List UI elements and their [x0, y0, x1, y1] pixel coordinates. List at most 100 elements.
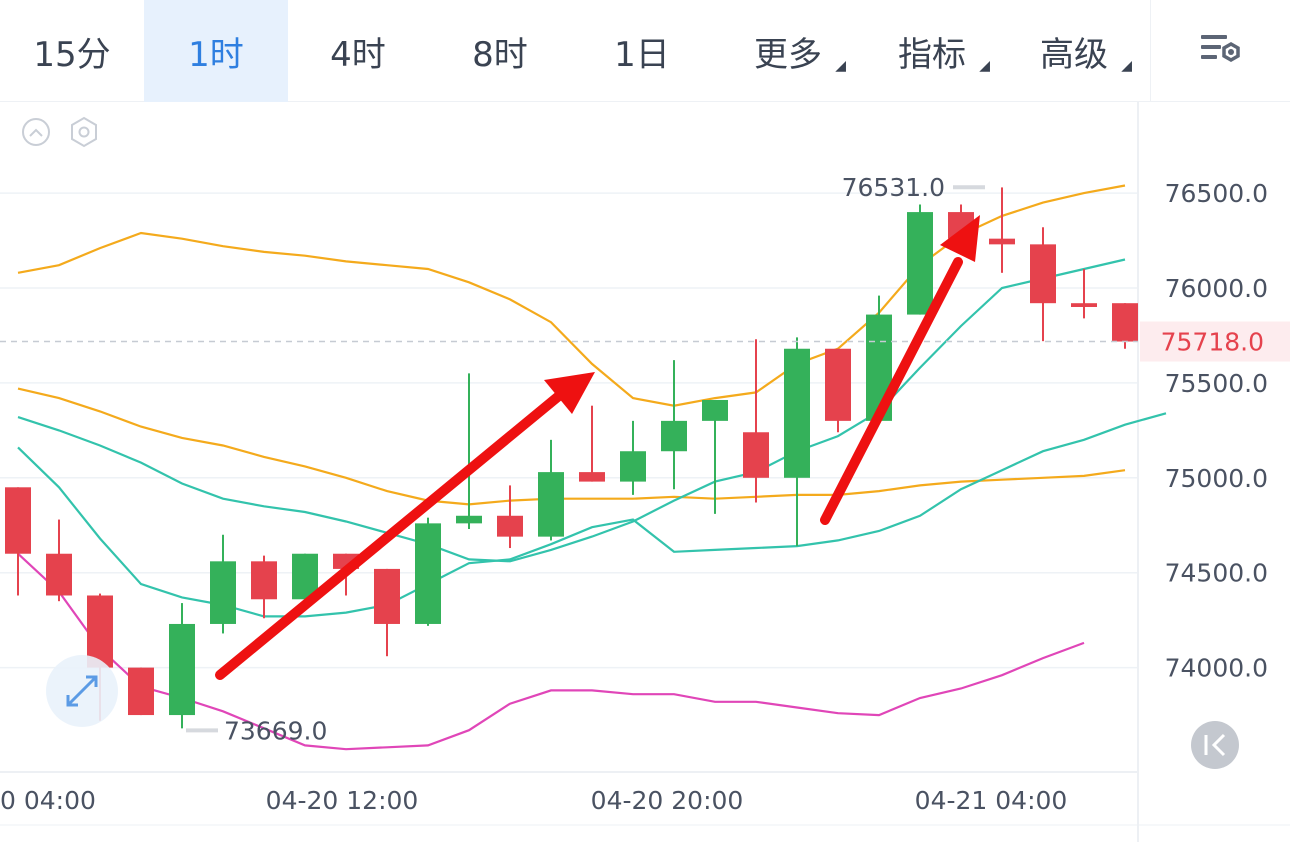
candle-down — [128, 667, 154, 716]
tab-1h[interactable]: 1时 — [144, 0, 288, 102]
candle-down — [251, 555, 277, 619]
candle-up — [169, 603, 195, 729]
candle-body — [538, 472, 564, 537]
price-axis: 76500.0 76000.0 75500.0 75000.0 74500.0 74000… — [1165, 179, 1268, 683]
candle-body — [702, 399, 728, 421]
boll-mid-line — [17, 258, 1126, 563]
candle-up — [702, 399, 728, 514]
candle-body — [1071, 303, 1097, 307]
candle-body — [251, 561, 277, 600]
chart-settings-button[interactable] — [1150, 0, 1290, 102]
candle-body — [661, 420, 687, 452]
arrowhead-1 — [544, 372, 595, 414]
candle-body — [620, 451, 646, 482]
candle-down — [743, 339, 769, 503]
candle-down — [46, 519, 72, 602]
boll-lower-line — [17, 387, 1126, 506]
annotation-arrows — [215, 215, 980, 680]
ma-fast-line — [17, 412, 1167, 618]
tab-1h-label: 1时 — [188, 34, 244, 75]
current-price-label: 75718.0 — [1161, 328, 1264, 357]
candle-down — [825, 348, 851, 433]
candle-body — [1030, 244, 1056, 304]
time-tick-label: 04-21 04:00 — [915, 786, 1068, 815]
candle-down — [989, 187, 1015, 273]
price-tick-label: 74000.0 — [1165, 654, 1268, 683]
candle-down — [1030, 227, 1056, 342]
candle-body — [784, 348, 810, 478]
candle-body — [87, 595, 113, 668]
candle-down — [497, 485, 523, 549]
candle-down — [374, 568, 400, 657]
candles-layer — [5, 187, 1138, 729]
tab-8h[interactable]: 8时 — [428, 0, 572, 102]
candle-body — [989, 238, 1015, 245]
candle-body — [579, 472, 605, 482]
candle-down — [87, 593, 113, 721]
candle-body — [825, 348, 851, 421]
chart-settings-icon — [1201, 35, 1240, 63]
candle-body — [374, 568, 400, 624]
price-tick-label: 75000.0 — [1165, 464, 1268, 493]
tab-more[interactable]: 更多 ◢ — [716, 0, 860, 102]
candle-body — [5, 487, 31, 554]
current-price-line: 75718.0 — [0, 321, 1290, 362]
candle-body — [456, 515, 482, 524]
trend-arrow-1 — [215, 390, 565, 680]
time-tick-label: 04-20 20:00 — [591, 786, 744, 815]
tab-more-label: 更多 — [754, 34, 822, 75]
candle-up — [538, 439, 564, 541]
time-tick-label: 04-20 12:00 — [266, 786, 419, 815]
price-tick-label: 76000.0 — [1165, 274, 1268, 303]
price-tick-label: 76500.0 — [1165, 179, 1268, 208]
price-tick-label: 74500.0 — [1165, 559, 1268, 588]
tab-indicators[interactable]: 指标 ◢ — [860, 0, 1004, 102]
arrowhead-2 — [940, 215, 980, 262]
candle-body — [497, 515, 523, 537]
candle-body — [46, 553, 72, 596]
candle-up — [210, 534, 236, 634]
tab-15m-label: 15分 — [33, 34, 111, 75]
candle-body — [907, 212, 933, 315]
current-price-badge — [1140, 321, 1290, 362]
candle-body — [1112, 303, 1138, 342]
chart-hex-settings-icon[interactable] — [71, 116, 97, 148]
scroll-to-latest-icon[interactable] — [1191, 721, 1239, 769]
tab-8h-label: 8时 — [472, 34, 528, 75]
ma-slow-line — [17, 552, 1085, 751]
time-axis: 0 04:00 04-20 12:00 04-20 20:00 04-21 04:00 — [0, 786, 1067, 815]
caret-down-icon: ◢ — [979, 58, 990, 74]
fullscreen-icon[interactable] — [46, 655, 118, 727]
extreme-labels: 76531.0 73669.0 — [186, 173, 985, 745]
timeframe-toolbar: 15分 1时 4时 8时 1日 更多 ◢ 指标 ◢ 高级 ◢ — [0, 0, 1290, 102]
candle-up — [784, 337, 810, 547]
candle-down — [579, 405, 605, 482]
candle-up — [907, 204, 933, 315]
candle-up — [456, 373, 482, 530]
candle-body — [415, 523, 441, 624]
candle-up — [415, 517, 441, 626]
candle-body — [210, 561, 236, 624]
tab-15m[interactable]: 15分 — [0, 0, 144, 102]
tab-4h[interactable]: 4时 — [286, 0, 430, 102]
tab-4h-label: 4时 — [330, 34, 386, 75]
tab-1d-label: 1日 — [614, 34, 670, 75]
boll-upper-line — [17, 184, 1126, 407]
tab-advanced[interactable]: 高级 ◢ — [1002, 0, 1146, 102]
candle-body — [743, 432, 769, 478]
chart-collapse-icon[interactable] — [22, 118, 50, 146]
tab-indicators-label: 指标 — [898, 34, 966, 75]
trend-arrow-2 — [820, 257, 963, 525]
tab-1d[interactable]: 1日 — [570, 0, 714, 102]
candle-up — [620, 420, 646, 495]
caret-down-icon: ◢ — [1121, 58, 1132, 74]
max-price-label: 76531.0 — [842, 173, 945, 202]
candle-body — [128, 667, 154, 716]
candle-up — [661, 360, 687, 490]
grid-lines — [0, 192, 1138, 669]
candle-down — [5, 487, 31, 596]
time-tick-label: 0 04:00 — [0, 786, 96, 815]
tab-advanced-label: 高级 — [1040, 34, 1108, 75]
candle-down — [1071, 269, 1097, 319]
